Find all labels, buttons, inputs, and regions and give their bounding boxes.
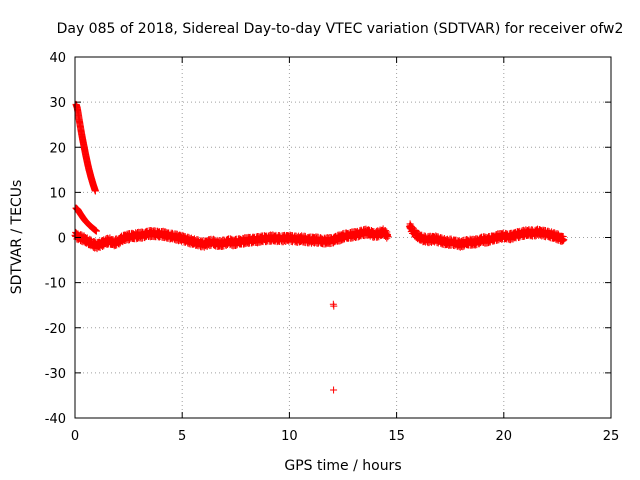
series-group-1 [72, 204, 100, 235]
y-tick-label: 40 [49, 51, 66, 66]
data-point-fill [382, 227, 390, 235]
series-group-2 [71, 225, 392, 253]
x-tick-label: 0 [71, 429, 79, 444]
points-layer [71, 100, 568, 394]
data-point [91, 187, 99, 195]
x-tick-label: 10 [281, 429, 298, 444]
y-axis-label: SDTVAR / TECUs [9, 180, 25, 295]
series-group-4 [329, 300, 338, 394]
y-tick-label: -40 [45, 412, 66, 427]
data-point-fill [383, 231, 391, 239]
x-tick-label: 15 [388, 429, 405, 444]
data-point [560, 236, 568, 244]
data-point [330, 302, 338, 310]
y-tick-label: 30 [49, 96, 66, 111]
y-tick-label: -20 [45, 322, 66, 337]
ticks-layer: 0 5 10 15 20 25 -40 -30 -20 -10 0 10 20 30 40 [45, 51, 620, 444]
chart-title: Day 085 of 2018, Sidereal Day-to-day VTE… [57, 21, 624, 37]
y-tick-label: 0 [58, 232, 66, 247]
x-tick-label: 5 [178, 429, 186, 444]
data-point [330, 386, 338, 394]
data-point-fill [559, 237, 567, 245]
y-tick-label: -30 [45, 367, 66, 382]
series-group-3 [405, 220, 568, 251]
y-tick-label: -10 [45, 277, 66, 292]
data-point [92, 227, 100, 235]
y-tick-label: 10 [49, 186, 66, 201]
x-tick-label: 25 [603, 429, 620, 444]
data-point-fill [407, 222, 415, 230]
x-axis-label: GPS time / hours [284, 458, 401, 474]
data-point [384, 233, 392, 241]
y-tick-label: 20 [49, 141, 66, 156]
x-tick-label: 20 [496, 429, 513, 444]
